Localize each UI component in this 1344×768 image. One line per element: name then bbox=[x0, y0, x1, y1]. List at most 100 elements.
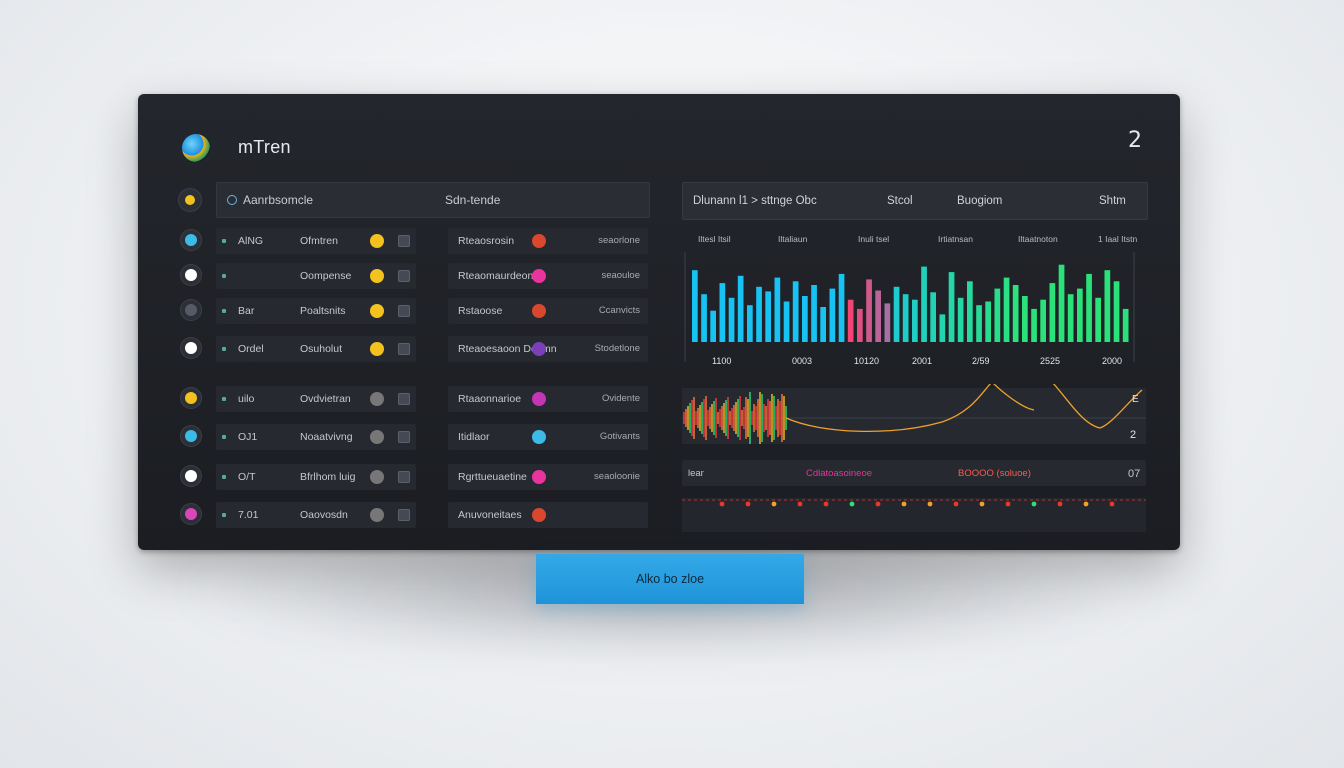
bar bbox=[774, 277, 781, 342]
table-row[interactable]: 7.01 Oaovosdn bbox=[216, 502, 416, 528]
settings-icon[interactable]: 2 bbox=[1128, 128, 1142, 153]
row-name: Noaatvivng bbox=[300, 431, 353, 443]
x-tick-label: 0003 bbox=[792, 356, 812, 366]
bar bbox=[948, 272, 955, 342]
row-marker bbox=[222, 513, 226, 517]
table-row-detail[interactable]: Rteaosrosin seaorlone bbox=[448, 228, 648, 254]
table-row[interactable]: Bar Poaltsnits bbox=[216, 298, 416, 324]
bar bbox=[783, 301, 790, 342]
table-row-detail[interactable]: Anuvoneitaes bbox=[448, 502, 648, 528]
bar bbox=[1067, 294, 1074, 342]
row-detail-name: Rgrttueuaetine bbox=[458, 471, 527, 483]
table-row[interactable]: O/T Bfrlhom luig bbox=[216, 464, 416, 490]
tag-icon bbox=[532, 342, 546, 356]
chart-header-range[interactable]: Buogiom bbox=[957, 195, 1003, 207]
row-detail-tail: Stodetlone bbox=[594, 343, 640, 354]
x-tick-label: 2000 bbox=[1102, 356, 1122, 366]
table-row-detail[interactable]: Rteaomaurdeon seaouloe bbox=[448, 263, 648, 289]
chart-top-label: Iltesl Itsil bbox=[698, 234, 731, 244]
row-detail-name: Itidlaor bbox=[458, 431, 490, 443]
table-row[interactable]: Oompense bbox=[216, 263, 416, 289]
app-logo bbox=[182, 134, 210, 162]
chart-icon bbox=[398, 509, 410, 521]
table-row-detail[interactable]: Itidlaor Gotivants bbox=[448, 424, 648, 450]
bar bbox=[884, 303, 891, 342]
chart-header-stat[interactable]: Stcol bbox=[887, 195, 913, 207]
row-detail-tail: Gotivants bbox=[599, 431, 640, 442]
row-marker bbox=[222, 435, 226, 439]
bar bbox=[1022, 296, 1028, 342]
row-detail-name: Rtaaonnarioe bbox=[458, 393, 522, 405]
bar bbox=[710, 310, 716, 342]
bar bbox=[747, 305, 753, 342]
row-marker bbox=[222, 347, 226, 351]
row-avatar bbox=[180, 503, 202, 525]
row-avatar bbox=[180, 337, 202, 359]
bar bbox=[921, 266, 927, 342]
search-icon bbox=[227, 195, 237, 205]
table-row[interactable]: uilo Ovdvietran bbox=[216, 386, 416, 412]
row-avatar bbox=[180, 387, 202, 409]
table-row[interactable]: OJ1 Noaatvivng bbox=[216, 424, 416, 450]
chart-header: Dlunann l1 > sttnge Obc Stcol Buogiom Sh… bbox=[682, 182, 1148, 220]
row-avatar bbox=[180, 264, 202, 286]
bar bbox=[875, 290, 881, 342]
event-dot bbox=[719, 501, 725, 507]
row-code: AlNG bbox=[238, 235, 264, 247]
dots-background bbox=[682, 498, 1146, 532]
tag-icon bbox=[532, 430, 546, 444]
bar-chart-svg: Iltesl Itsil Iltaliaun Inuli tsel Irtiatnsa… bbox=[684, 234, 1137, 366]
row-marker bbox=[222, 239, 226, 243]
event-dot bbox=[771, 501, 777, 507]
event-dot bbox=[901, 501, 907, 507]
event-dot bbox=[797, 501, 803, 507]
waveform-svg: E2 bbox=[682, 381, 1146, 444]
chart-icon bbox=[398, 305, 410, 317]
x-tick-label: 2525 bbox=[1040, 356, 1060, 366]
event-dots bbox=[682, 498, 1152, 534]
row-marker bbox=[222, 274, 226, 278]
table-row-detail[interactable]: Rtaaonnarioe Ovidente bbox=[448, 386, 648, 412]
row-code: Bar bbox=[238, 305, 255, 317]
row-name: Poaltsnits bbox=[300, 305, 346, 317]
chart-header-breadcrumb[interactable]: Dlunann l1 > sttnge Obc bbox=[693, 195, 817, 207]
row-detail-tail: Ccanvicts bbox=[598, 305, 640, 316]
status-icon bbox=[370, 392, 384, 406]
tag-icon bbox=[532, 234, 546, 248]
event-dot bbox=[1083, 501, 1089, 507]
bar bbox=[1122, 308, 1129, 342]
x-tick-label: 2001 bbox=[912, 356, 932, 366]
status-icon bbox=[370, 269, 384, 283]
search-input[interactable]: Aanrbsomcle Sdn-tende bbox=[216, 182, 650, 218]
bar bbox=[847, 299, 854, 342]
table-row[interactable]: AlNG Ofmtren bbox=[216, 228, 416, 254]
bar-chart: Iltesl Itsil Iltaliaun Inuli tsel Irtiatnsa… bbox=[682, 232, 1152, 372]
table-row-detail[interactable]: Rstaoose Ccanvicts bbox=[448, 298, 648, 324]
bar bbox=[1058, 264, 1065, 342]
row-code: OJ1 bbox=[238, 431, 258, 443]
row-detail-name: Rstaoose bbox=[458, 305, 503, 317]
avatar-icon bbox=[185, 304, 197, 316]
bar bbox=[1040, 299, 1046, 342]
row-marker bbox=[222, 397, 226, 401]
chart-top-label: Iltaatnoton bbox=[1018, 234, 1058, 244]
chart-icon bbox=[398, 270, 410, 282]
status-icon bbox=[370, 304, 384, 318]
bar bbox=[1095, 297, 1101, 342]
row-detail-name: Rteaosrosin bbox=[458, 235, 515, 247]
bar bbox=[829, 288, 836, 342]
table-row-detail[interactable]: Rteaoesaoon Desmn Stodetlone bbox=[448, 336, 648, 362]
chart-header-scale[interactable]: Shtm bbox=[1099, 195, 1126, 207]
table-row-detail[interactable]: Rgrttueuaetine seaoloonie bbox=[448, 464, 648, 490]
bar bbox=[802, 296, 808, 342]
bar bbox=[985, 301, 991, 342]
row-name: Ofmtren bbox=[300, 235, 338, 247]
bar bbox=[912, 299, 918, 342]
bar bbox=[811, 285, 817, 342]
bar bbox=[893, 286, 900, 342]
primary-action-button[interactable]: Alko bo zloe bbox=[536, 554, 804, 604]
table-row[interactable]: Ordel Osuholut bbox=[216, 336, 416, 362]
bar bbox=[967, 281, 973, 342]
search-avatar-icon bbox=[178, 188, 202, 212]
